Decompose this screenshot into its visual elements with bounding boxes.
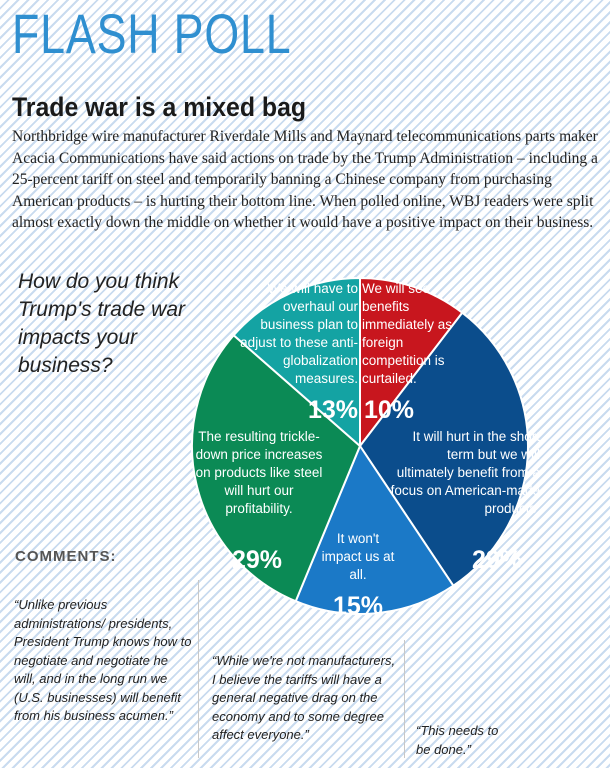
pie-slice-price-increases (191, 333, 362, 603)
comment-divider (404, 640, 405, 758)
comment-3: “This needs to be done.” (416, 723, 499, 757)
comment-2: “While we're not manufacturers, I believ… (212, 653, 396, 742)
slice-pct-price-increases: 29% (231, 546, 283, 574)
slice-pct-no-impact: 15% (332, 592, 384, 620)
slice-pct-hurt-short-term: 29% (471, 546, 523, 574)
pie-slice-benefits-immediately (359, 276, 464, 449)
pie-slice-hurt-short-term (358, 311, 529, 588)
comment-divider (198, 580, 199, 758)
pie-slice-no-impact (294, 443, 455, 615)
pie-slice-overhaul-plan (232, 276, 361, 449)
slice-label-hurt-short-term: It will hurt in the short term but we wi… (390, 429, 540, 516)
slice-label-benefits: We will see benefits immediately as fore… (362, 281, 453, 386)
headline: Trade war is a mixed bag (12, 92, 307, 122)
comment-1: “Unlike previous administrations/ presid… (14, 597, 192, 723)
article-body: Northbridge wire manufacturer Riverdale … (12, 128, 598, 231)
poll-question: How do you think Trump's trade war impac… (18, 270, 185, 377)
comments-heading: COMMENTS: (15, 548, 117, 565)
slice-label-overhaul: We will have to overhaul our business pl… (240, 281, 358, 386)
slice-pct-overhaul: 13% (307, 396, 358, 424)
slice-pct-benefits: 10% (364, 396, 415, 424)
slice-label-price-increases: The resulting trickle-down price increas… (195, 429, 323, 516)
slice-label-no-impact: It won't impact us at all. (321, 531, 395, 582)
flash-poll-title: FLASH POLL (12, 2, 292, 65)
